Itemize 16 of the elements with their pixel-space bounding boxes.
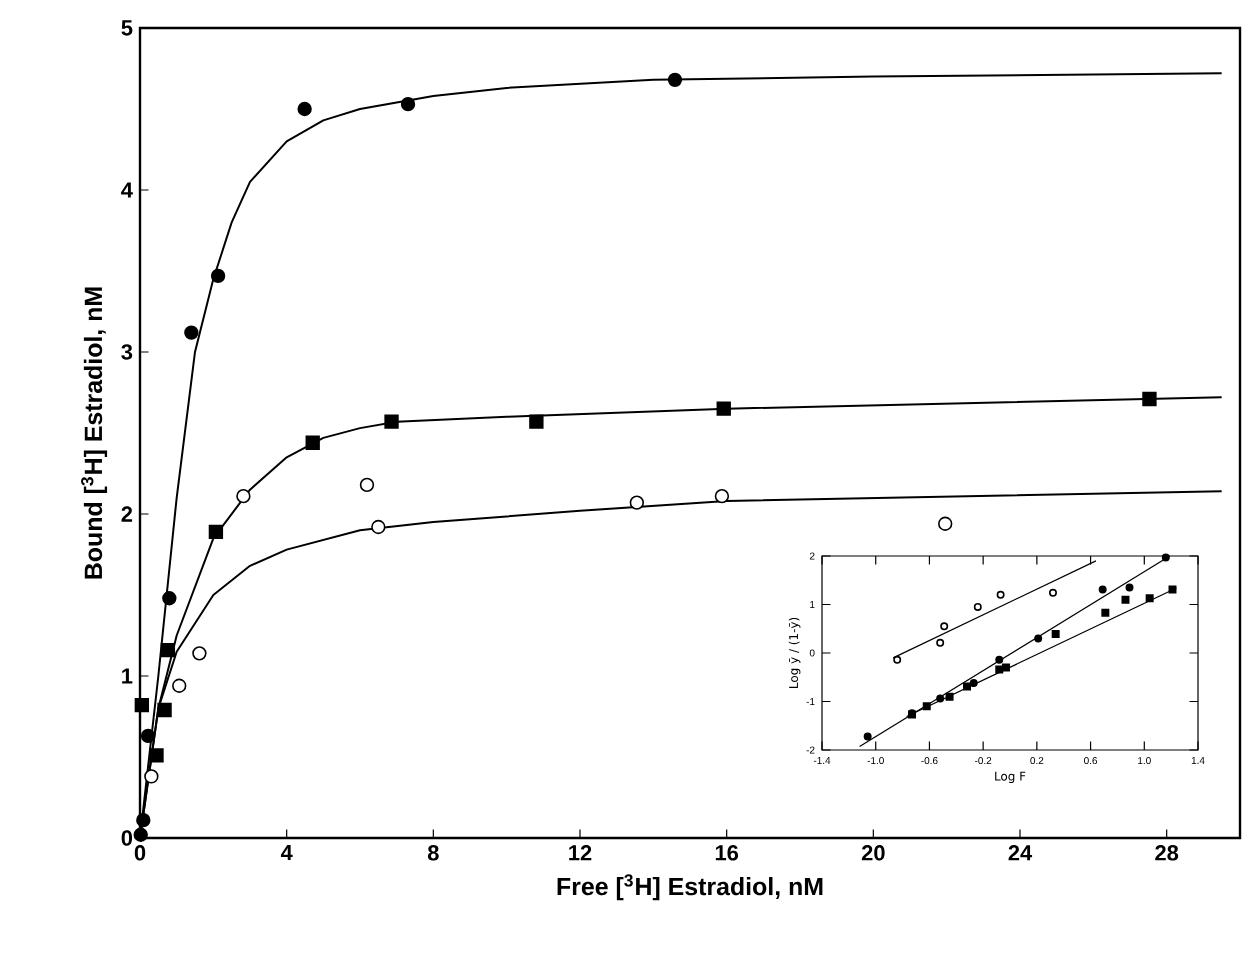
x-axis-title: Free [$^{3}$H] Estradiol, nM <box>557 874 823 901</box>
x-tick-label: 24 <box>1008 845 1033 861</box>
y-tick-label: 5 <box>121 20 133 36</box>
y-tick-label: 0 <box>121 830 133 846</box>
y-tick-label: 4 <box>121 182 133 198</box>
y-axis-title: Bound [$^{3}$H] Estradiol, nM <box>81 287 108 579</box>
x-tick-label: 4 <box>280 845 293 861</box>
y-tick-label: 1 <box>122 668 133 684</box>
x-tick-label: 0 <box>134 845 146 861</box>
y-tick-label: 3 <box>121 344 133 360</box>
x-tick-label: 28 <box>1155 845 1179 861</box>
x-tick-label: 8 <box>427 845 439 861</box>
x-tick-label: 16 <box>715 845 739 861</box>
y-tick-label: 2 <box>121 506 133 522</box>
x-tick-label: 20 <box>861 845 885 861</box>
x-tick-label: 12 <box>569 845 592 861</box>
